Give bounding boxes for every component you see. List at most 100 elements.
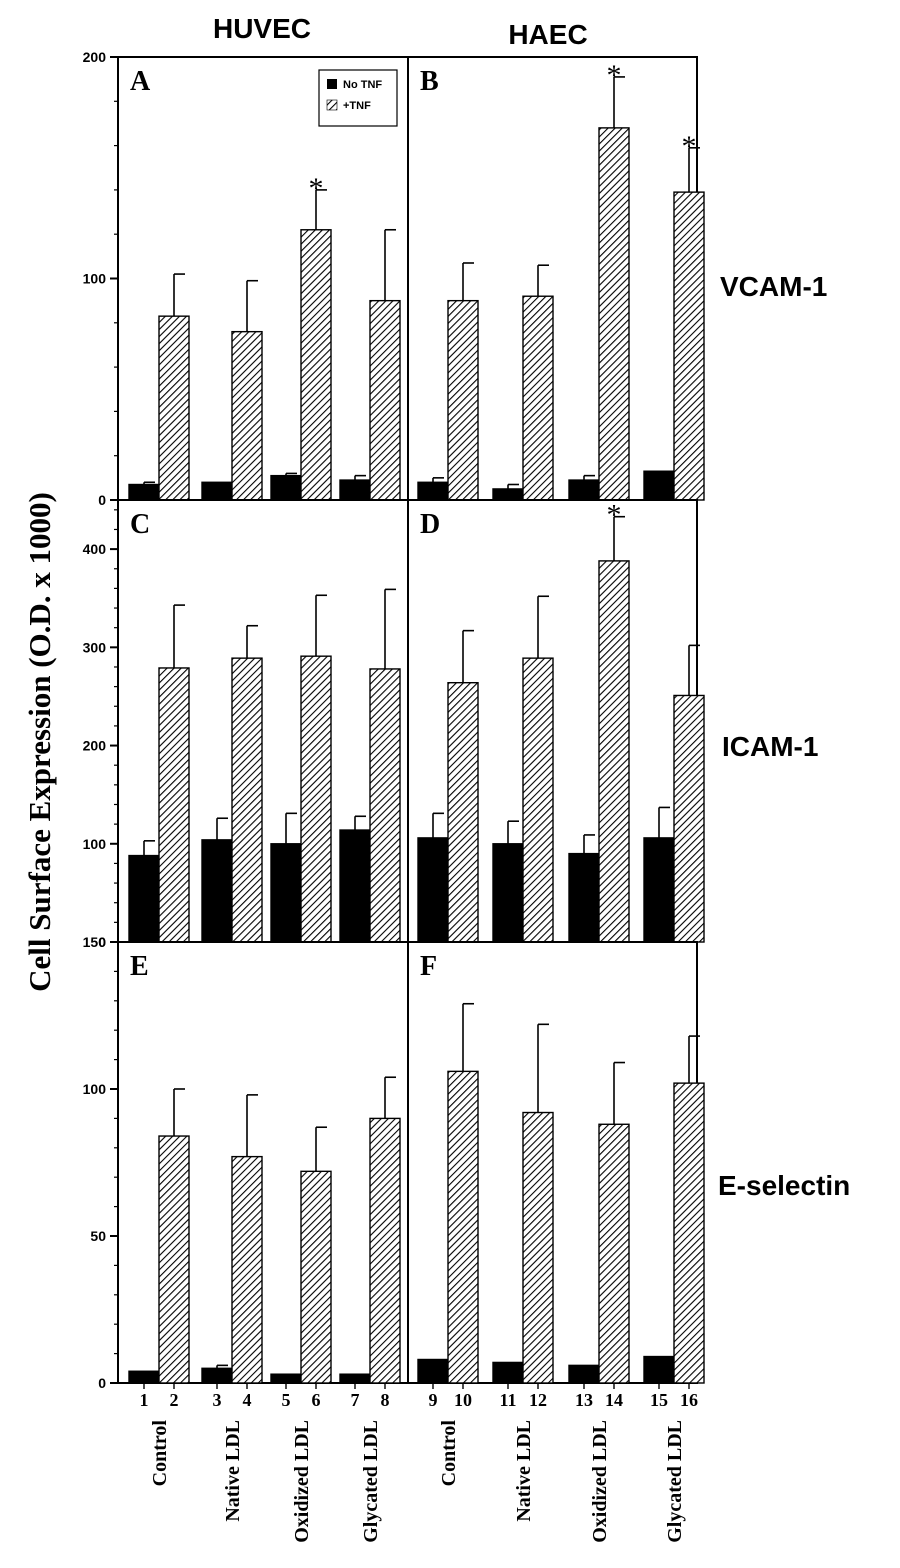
bar-no-tnf [492, 488, 524, 501]
bar-plus-tnf [522, 1111, 554, 1384]
bar-no-tnf [339, 1373, 371, 1384]
bar-no-tnf [128, 854, 160, 943]
panel-e: E 0 50 100 150 [83, 934, 409, 1391]
bar-no-tnf [270, 474, 302, 501]
lane-number: 15 [650, 1390, 668, 1410]
condition-label: Native LDL [222, 1420, 244, 1522]
condition-label: Glycated LDL [360, 1420, 382, 1543]
y-tick-label: 200 [83, 49, 107, 65]
condition-label: Oxidized LDL [291, 1420, 313, 1543]
bar-no-tnf [643, 1355, 675, 1384]
column-header-huvec: HUVEC [213, 13, 311, 44]
bar-plus-tnf [369, 668, 401, 943]
bar-plus-tnf [673, 191, 705, 501]
bar-no-tnf [201, 481, 233, 501]
bar-no-tnf [417, 481, 449, 501]
panel-letter: C [130, 509, 150, 540]
bar-no-tnf [417, 837, 449, 943]
bar-plus-tnf [300, 1170, 332, 1384]
lane-number: 2 [170, 1390, 179, 1410]
bar-no-tnf [201, 1367, 233, 1384]
bar-plus-tnf [522, 657, 554, 943]
lane-number: 3 [213, 1390, 222, 1410]
column-header-haec: HAEC [508, 19, 587, 50]
legend-swatch-no-tnf [327, 79, 337, 89]
y-tick-label: 100 [83, 1081, 107, 1097]
bar-plus-tnf [598, 560, 630, 943]
bar-no-tnf [339, 479, 371, 501]
bar-plus-tnf [158, 667, 190, 943]
panel-b: B * * [407, 56, 705, 501]
bar-no-tnf [417, 1358, 449, 1384]
y-tick-label: 0 [98, 1375, 106, 1391]
bar-no-tnf [643, 470, 675, 501]
legend-label-no-tnf: No TNF [343, 79, 382, 91]
lane-number: 6 [312, 1390, 321, 1410]
bar-plus-tnf [447, 681, 479, 943]
significance-asterisk: * [607, 499, 622, 532]
legend-swatch-tnf [326, 99, 338, 111]
y-axis-label: Cell Surface Expression (O.D. x 1000) [22, 492, 57, 992]
bar-no-tnf [128, 483, 160, 501]
significance-asterisk: * [682, 130, 697, 163]
bar-no-tnf [568, 852, 600, 943]
lane-number: 5 [282, 1390, 291, 1410]
lane-number: 7 [351, 1390, 360, 1410]
bar-no-tnf [568, 1364, 600, 1384]
condition-label: Oxidized LDL [589, 1420, 611, 1543]
panel-letter: B [420, 66, 439, 97]
bar-no-tnf [492, 843, 524, 943]
lane-number: 12 [529, 1390, 547, 1410]
panel-letter: E [130, 951, 149, 982]
bar-plus-tnf [673, 1082, 705, 1384]
bar-plus-tnf [231, 657, 263, 943]
panel-c: C 0 100 200 300 400 [83, 499, 409, 950]
legend-label-tnf: +TNF [343, 100, 371, 112]
bar-no-tnf [643, 837, 675, 943]
row-label-eselectin: E-selectin [718, 1170, 850, 1201]
panel-a: A 0 100 200 * [83, 49, 409, 508]
condition-label: Control [438, 1420, 460, 1487]
y-tick-label: 100 [83, 271, 107, 287]
bar-plus-tnf [158, 315, 190, 501]
y-tick-label: 400 [83, 541, 107, 557]
bar-plus-tnf [231, 1155, 263, 1384]
bar-no-tnf [270, 843, 302, 943]
bar-plus-tnf [231, 330, 263, 501]
row-label-vcam1: VCAM-1 [720, 271, 827, 302]
lane-numbers: 1 2 3 4 5 6 7 8 9 10 11 12 13 14 15 16 [140, 1390, 699, 1410]
lane-number: 11 [499, 1390, 516, 1410]
y-tick-label: 100 [83, 836, 107, 852]
y-tick-label: 0 [98, 492, 106, 508]
bar-plus-tnf [300, 229, 332, 501]
bar-no-tnf [339, 829, 371, 943]
bar-plus-tnf [300, 655, 332, 943]
panel-letter: D [420, 509, 440, 540]
panel-letter: F [420, 951, 437, 982]
bar-no-tnf [568, 479, 600, 501]
lane-number: 1 [140, 1390, 149, 1410]
lane-number: 4 [243, 1390, 252, 1410]
row-label-icam1: ICAM-1 [722, 731, 818, 762]
bar-plus-tnf [158, 1135, 190, 1384]
bar-no-tnf [128, 1370, 160, 1384]
significance-asterisk: * [607, 59, 622, 92]
bar-plus-tnf [598, 1123, 630, 1384]
significance-asterisk: * [309, 172, 324, 205]
panel-d: D * [407, 499, 705, 943]
condition-label: Native LDL [513, 1420, 535, 1522]
condition-labels: Control Native LDL Oxidized LDL Glycated LD… [149, 1420, 686, 1543]
bar-plus-tnf [522, 295, 554, 501]
condition-label: Glycated LDL [664, 1420, 686, 1543]
y-tick-label: 50 [90, 1228, 106, 1244]
y-tick-label: 300 [83, 639, 107, 655]
bar-plus-tnf [447, 1070, 479, 1384]
condition-label: Control [149, 1420, 171, 1487]
bar-plus-tnf [598, 127, 630, 501]
panel-letter: A [130, 66, 151, 97]
bar-no-tnf [201, 839, 233, 943]
lane-number: 9 [429, 1390, 438, 1410]
legend: No TNF +TNF [318, 69, 398, 127]
